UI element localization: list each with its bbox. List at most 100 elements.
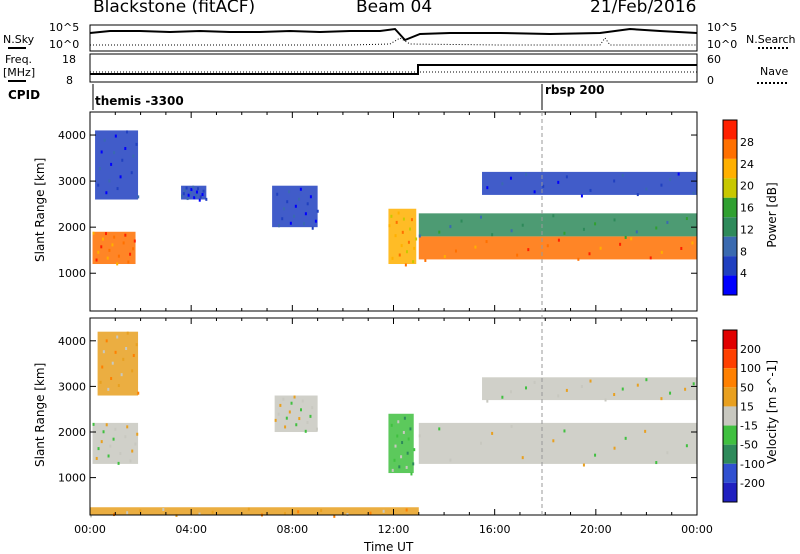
power-colorbar-tick: 28 <box>740 136 754 149</box>
power-speckle <box>394 234 397 238</box>
power-speckle <box>510 229 513 233</box>
power-speckle <box>630 237 633 241</box>
power-colorbar-tick: 12 <box>740 223 754 236</box>
noise-left-tick-bottom: 10^0 <box>49 38 80 51</box>
power-speckle <box>677 172 680 176</box>
x-tick-label: 16:00 <box>479 523 511 536</box>
power-speckle <box>299 187 302 191</box>
velocity-speckle <box>582 463 585 467</box>
power-speckle <box>391 256 394 260</box>
power-ytick-label: 4000 <box>58 129 86 142</box>
power-colorbar-frame <box>722 119 738 296</box>
power-colorbar-tick: 24 <box>740 158 754 171</box>
power-band <box>388 208 417 265</box>
velocity-speckle <box>301 399 304 403</box>
power-speckle <box>691 241 694 245</box>
power-speckle <box>124 233 127 237</box>
velocity-speckle <box>589 379 592 383</box>
power-speckle <box>113 151 116 155</box>
noise-sky-line <box>89 27 698 42</box>
velocity-speckle <box>521 456 524 460</box>
velocity-speckle <box>162 508 165 512</box>
x-tick-label: 08:00 <box>276 523 308 536</box>
power-speckle <box>438 230 441 234</box>
velocity-speckle <box>126 331 129 335</box>
power-speckle <box>303 222 306 226</box>
velocity-speckle <box>565 388 568 392</box>
velocity-speckle <box>107 387 110 391</box>
power-speckle <box>521 223 524 227</box>
power-speckle <box>117 254 120 258</box>
velocity-colorbar-tick: -100 <box>740 458 765 471</box>
noise-panel <box>89 24 698 52</box>
freq-panel <box>89 53 698 83</box>
power-speckle <box>454 249 457 253</box>
velocity-speckle <box>438 427 441 431</box>
velocity-speckle <box>129 459 132 463</box>
velocity-speckle <box>285 416 288 420</box>
freq-legend-line <box>8 80 26 82</box>
velocity-speckle <box>132 354 135 358</box>
power-ytick-label: 2000 <box>58 221 86 234</box>
velocity-speckle <box>405 465 408 469</box>
velocity-speckle <box>105 339 108 343</box>
velocity-speckle <box>406 451 409 455</box>
power-speckle <box>660 250 663 254</box>
velocity-speckle <box>311 406 314 410</box>
power-speckle <box>398 253 401 257</box>
velocity-speckle <box>666 451 669 455</box>
velocity-band <box>418 422 697 464</box>
velocity-speckle <box>320 508 323 512</box>
velocity-speckle <box>644 429 647 433</box>
power-speckle <box>660 183 663 187</box>
power-speckle <box>129 252 132 256</box>
velocity-speckle <box>97 447 100 451</box>
velocity-speckle <box>109 444 112 448</box>
noise-search-label: N.Search <box>746 33 796 46</box>
power-ytick-label: 3000 <box>58 175 86 188</box>
power-speckle <box>580 194 583 198</box>
power-speckle <box>666 220 669 224</box>
power-colorbar-segment <box>723 256 737 276</box>
power-speckle <box>95 258 98 262</box>
velocity-speckle <box>298 417 301 421</box>
power-speckle <box>409 227 412 231</box>
power-speckle <box>132 154 135 158</box>
velocity-ytick-label: 1000 <box>58 472 86 485</box>
power-speckle <box>97 183 100 187</box>
velocity-speckle <box>95 456 98 460</box>
power-speckle <box>413 246 416 250</box>
velocity-speckle <box>306 421 309 425</box>
nave-right-tick-bottom: 0 <box>707 74 714 87</box>
velocity-band <box>482 377 697 401</box>
velocity-speckle <box>131 449 134 453</box>
power-speckle <box>582 227 585 231</box>
power-ylabel: Slant Range [km] <box>33 157 47 262</box>
velocity-speckle <box>645 378 648 382</box>
power-speckle <box>474 245 477 249</box>
velocity-colorbar-segment <box>723 368 737 388</box>
power-colorbar-tick: 20 <box>740 180 754 193</box>
power-speckle <box>192 185 195 189</box>
velocity-speckle <box>580 385 583 389</box>
power-panel: 1000 2000 3000 4000 <box>58 111 698 312</box>
velocity-speckle <box>247 507 250 511</box>
power-speckle <box>449 225 452 229</box>
velocity-speckle <box>660 397 663 401</box>
power-speckle <box>133 239 136 243</box>
power-speckle <box>122 241 125 245</box>
power-speckle <box>460 219 463 223</box>
power-speckle <box>298 197 301 201</box>
velocity-speckle <box>101 365 104 369</box>
power-speckle <box>624 235 627 239</box>
velocity-speckle <box>119 452 122 456</box>
velocity-speckle <box>333 514 336 518</box>
velocity-speckle <box>557 394 560 398</box>
velocity-speckle <box>684 387 687 391</box>
velocity-speckle <box>137 391 140 395</box>
power-speckle <box>410 218 413 222</box>
noise-right-tick-top: 10^5 <box>707 21 738 34</box>
velocity-speckle <box>624 436 627 440</box>
velocity-speckle <box>295 423 298 427</box>
